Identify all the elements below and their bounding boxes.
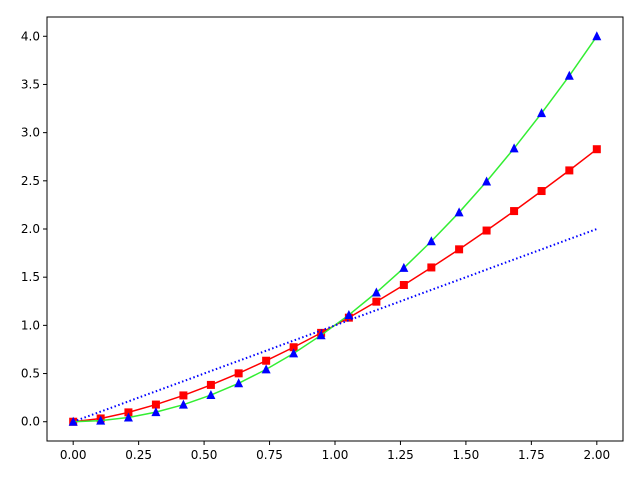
y-tick-label: 2.0 — [21, 222, 40, 236]
data-point — [151, 400, 160, 409]
data-point — [454, 207, 464, 217]
y-tick-label: 3.0 — [21, 126, 40, 140]
data-point — [399, 262, 409, 272]
data-point — [564, 70, 574, 80]
x-tick-label: 1.25 — [387, 448, 414, 462]
data-point — [537, 187, 546, 196]
data-point — [178, 399, 188, 409]
y-tick-label: 3.5 — [21, 77, 40, 91]
data-point — [344, 309, 354, 319]
y-tick-label: 0.0 — [21, 415, 40, 429]
data-point — [261, 364, 271, 374]
data-point — [482, 176, 492, 186]
y-axis: 0.0 0.5 1.0 1.5 2.0 2.5 3.0 3.5 4.0 — [21, 29, 47, 429]
data-point — [206, 380, 215, 389]
y-tick-label: 2.5 — [21, 174, 40, 188]
data-point — [399, 280, 408, 289]
data-point — [427, 263, 436, 272]
x-tick-label: 1.50 — [453, 448, 480, 462]
data-point — [509, 143, 519, 153]
x-tick-label: 1.00 — [322, 448, 349, 462]
data-point — [316, 330, 326, 340]
data-point — [123, 412, 133, 422]
data-point — [592, 31, 602, 41]
series-2-line — [73, 35, 598, 423]
data-point — [372, 297, 381, 306]
data-point — [206, 390, 216, 400]
x-tick-label: 2.00 — [583, 448, 610, 462]
data-point — [426, 236, 436, 246]
y-tick-label: 0.5 — [21, 367, 40, 381]
series-layer — [68, 31, 602, 426]
series-3-line — [72, 228, 598, 423]
data-point — [455, 245, 464, 254]
x-tick-label: 0.25 — [125, 448, 152, 462]
y-tick-label: 1.0 — [21, 318, 40, 332]
data-point — [592, 145, 601, 154]
data-point — [151, 407, 161, 417]
data-point — [179, 391, 188, 400]
data-point — [262, 356, 271, 365]
data-point — [289, 348, 299, 358]
y-tick-label: 1.5 — [21, 270, 40, 284]
series-3 — [72, 228, 598, 423]
x-tick-label: 0.75 — [256, 448, 283, 462]
x-tick-label: 0.00 — [60, 448, 87, 462]
data-point — [289, 343, 298, 352]
x-axis: 0.00 0.25 0.50 0.75 1.00 1.25 1.50 1.75 2.00 — [60, 441, 610, 462]
y-tick-label: 4.0 — [21, 29, 40, 43]
data-point — [371, 287, 381, 297]
data-point — [234, 378, 244, 388]
data-point — [482, 226, 491, 235]
data-point — [96, 415, 106, 425]
data-point — [234, 369, 243, 378]
data-point — [510, 207, 519, 216]
series-2 — [68, 31, 602, 426]
x-tick-label: 0.50 — [191, 448, 218, 462]
data-point — [537, 108, 547, 118]
data-point — [124, 408, 133, 417]
data-point — [565, 166, 574, 175]
x-tick-label: 1.75 — [518, 448, 545, 462]
